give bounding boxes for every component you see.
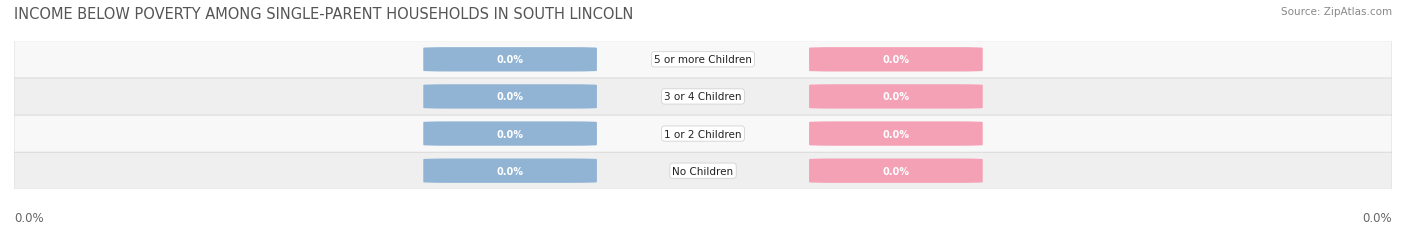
Text: Source: ZipAtlas.com: Source: ZipAtlas.com bbox=[1281, 7, 1392, 17]
Text: 0.0%: 0.0% bbox=[496, 129, 523, 139]
Text: 0.0%: 0.0% bbox=[883, 55, 910, 65]
FancyBboxPatch shape bbox=[14, 79, 1392, 116]
FancyBboxPatch shape bbox=[808, 85, 983, 109]
FancyBboxPatch shape bbox=[14, 42, 1392, 79]
Text: 0.0%: 0.0% bbox=[883, 166, 910, 176]
FancyBboxPatch shape bbox=[423, 159, 598, 183]
FancyBboxPatch shape bbox=[423, 85, 598, 109]
FancyBboxPatch shape bbox=[14, 152, 1392, 189]
FancyBboxPatch shape bbox=[423, 48, 598, 72]
Text: INCOME BELOW POVERTY AMONG SINGLE-PARENT HOUSEHOLDS IN SOUTH LINCOLN: INCOME BELOW POVERTY AMONG SINGLE-PARENT… bbox=[14, 7, 634, 22]
Text: 0.0%: 0.0% bbox=[496, 92, 523, 102]
Text: 0.0%: 0.0% bbox=[883, 129, 910, 139]
Text: 3 or 4 Children: 3 or 4 Children bbox=[664, 92, 742, 102]
Text: 1 or 2 Children: 1 or 2 Children bbox=[664, 129, 742, 139]
Text: 0.0%: 0.0% bbox=[883, 92, 910, 102]
Text: 0.0%: 0.0% bbox=[14, 211, 44, 224]
FancyBboxPatch shape bbox=[423, 122, 598, 146]
Text: 5 or more Children: 5 or more Children bbox=[654, 55, 752, 65]
Text: 0.0%: 0.0% bbox=[496, 166, 523, 176]
Text: No Children: No Children bbox=[672, 166, 734, 176]
FancyBboxPatch shape bbox=[808, 48, 983, 72]
FancyBboxPatch shape bbox=[808, 122, 983, 146]
Text: 0.0%: 0.0% bbox=[1362, 211, 1392, 224]
FancyBboxPatch shape bbox=[14, 116, 1392, 152]
FancyBboxPatch shape bbox=[808, 159, 983, 183]
Text: 0.0%: 0.0% bbox=[496, 55, 523, 65]
